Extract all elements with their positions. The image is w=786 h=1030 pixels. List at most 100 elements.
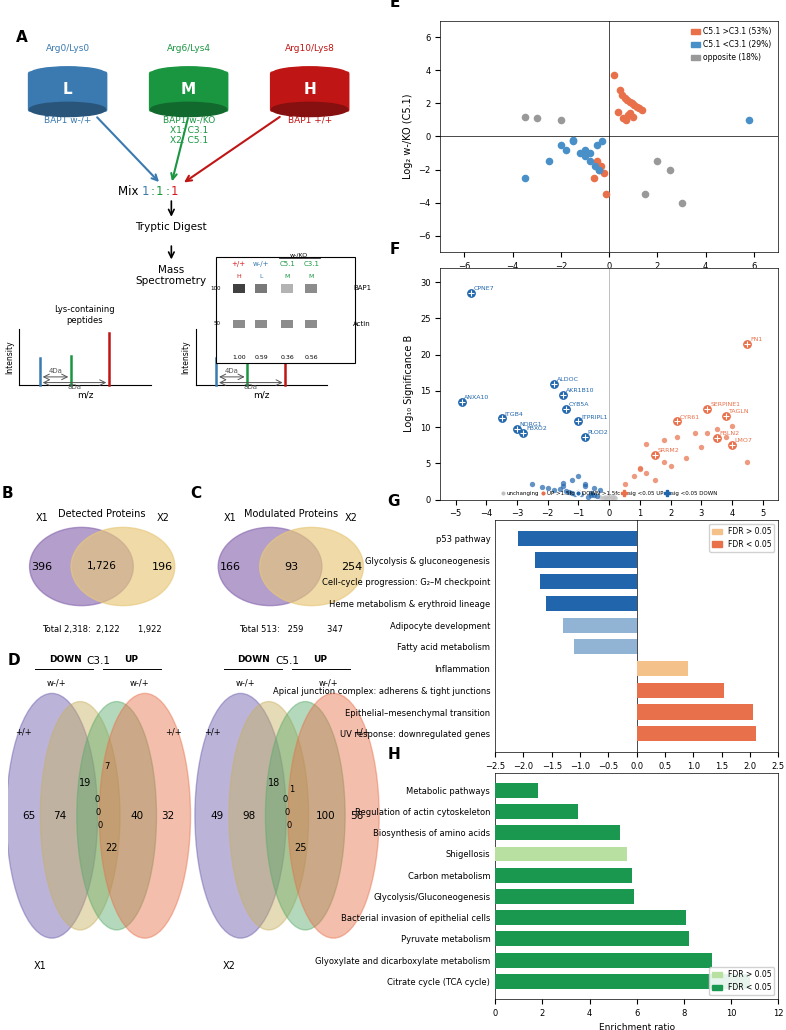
Text: 0.59: 0.59 [255,355,268,359]
Bar [495,974,750,989]
Bar [534,552,637,568]
Point [597,165,610,181]
Text: w-/+: w-/+ [130,678,149,687]
Point [560,141,572,158]
Bar [518,530,637,546]
Text: E: E [390,0,400,9]
Ellipse shape [288,693,379,938]
Point [511,420,523,437]
Text: L: L [259,274,263,279]
Point [633,100,645,116]
Point [556,386,569,403]
Bar [637,661,688,677]
Text: 49: 49 [211,811,224,821]
Point [555,137,567,153]
Point [591,153,604,170]
Point [585,485,597,502]
Text: 40: 40 [130,811,143,821]
Legend: C5.1 >C3.1 (53%), C5.1 <C3.1 (29%), opposite (18%): C5.1 >C3.1 (53%), C5.1 <C3.1 (29%), oppo… [688,25,774,65]
Text: L: L [63,81,72,97]
Point [743,111,755,128]
Point [597,490,609,507]
Text: 74: 74 [53,811,67,821]
Point [640,436,652,452]
Point [651,153,663,170]
Text: m/z: m/z [77,390,93,400]
Text: X2: X2 [222,961,235,971]
Point [623,94,636,110]
Text: w-/KO: w-/KO [290,252,308,258]
Legend: FDR > 0.05, FDR < 0.05: FDR > 0.05, FDR < 0.05 [709,524,774,552]
Point [617,110,630,127]
Point [556,475,569,491]
Point [619,111,632,128]
Text: +/+: +/+ [204,727,221,736]
Point [578,476,591,492]
Text: Lys-containing
peptides: Lys-containing peptides [54,305,116,324]
Point [465,285,477,302]
Point [555,111,567,128]
Text: C5.1: C5.1 [275,656,299,665]
FancyBboxPatch shape [255,320,267,328]
Bar [546,595,637,611]
Point [582,488,594,505]
FancyBboxPatch shape [215,256,355,363]
Text: Intensity: Intensity [182,340,190,374]
X-axis label: Enrichment ratio: Enrichment ratio [599,1024,674,1030]
FancyBboxPatch shape [281,320,293,328]
Point [596,133,608,149]
Point [578,478,591,494]
Text: 50: 50 [214,321,220,327]
Point [578,148,591,165]
Point [701,401,714,417]
Point [600,490,612,507]
Ellipse shape [6,693,97,938]
Text: X1: X1 [34,961,46,971]
Text: w-/+: w-/+ [236,678,255,687]
Text: D: D [8,653,20,667]
Text: 4Da: 4Da [225,368,239,374]
Point [670,413,683,430]
Point [572,483,585,500]
Text: C3.1: C3.1 [303,262,319,268]
Point [601,489,614,506]
Text: 1: 1 [156,184,163,198]
Point [663,162,676,178]
Point [560,401,572,417]
Text: 196: 196 [152,561,173,572]
Ellipse shape [30,102,105,116]
FancyBboxPatch shape [270,71,350,112]
Point [569,486,582,503]
Bar [495,783,538,797]
Point [622,107,634,124]
Text: B: B [2,486,13,501]
FancyBboxPatch shape [305,283,318,293]
Point [634,459,646,476]
Ellipse shape [151,102,226,116]
X-axis label: Normalized enrichment score: Normalized enrichment score [570,777,703,785]
Text: LMO7: LMO7 [735,439,753,444]
Text: FBLN2: FBLN2 [719,432,740,437]
Point [519,170,531,186]
Text: PLOD2: PLOD2 [587,430,608,435]
Point [619,476,631,492]
Bar [495,889,634,904]
Text: 100: 100 [315,811,335,821]
FancyBboxPatch shape [233,320,245,328]
Ellipse shape [195,693,286,938]
Text: 0: 0 [97,821,103,830]
Bar [637,683,725,698]
Point [612,103,625,119]
Text: 1: 1 [142,184,149,198]
Text: UP: UP [314,655,327,664]
Text: 100: 100 [210,285,220,290]
Point [628,97,641,113]
Point [598,489,611,506]
Text: ITPRIPL1: ITPRIPL1 [581,414,608,419]
Bar [495,911,686,925]
FancyBboxPatch shape [233,283,245,293]
Text: Mix: Mix [118,184,142,198]
Point [725,417,738,434]
Point [640,465,652,481]
Text: M: M [309,274,314,279]
